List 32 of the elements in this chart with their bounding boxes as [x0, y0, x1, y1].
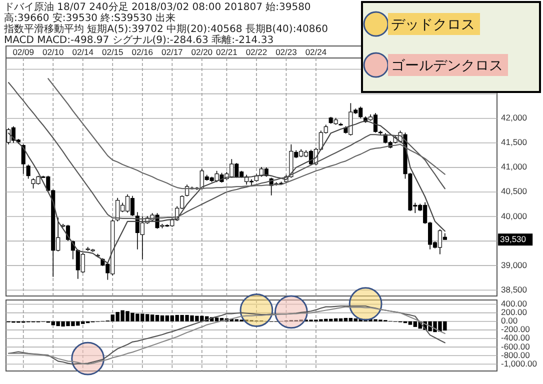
y-tick-label: -200.00 — [501, 324, 530, 334]
x-tick-label: 02/14 — [72, 47, 94, 57]
x-tick-label: 02/17 — [162, 47, 184, 57]
y-tick-label: 400.00 — [501, 298, 528, 309]
x-tick-label: 02/21 — [216, 47, 238, 57]
chart-title: ドバイ原油 18/07 240分足 2018/03/02 08:00 201807 始:39580 高:39660 安:39530 終:S39530 出来 — [4, 1, 311, 24]
x-tick-label: 02/24 — [305, 47, 327, 57]
y-tick-label: 40,000 — [501, 210, 528, 221]
y-tick-label: -600.00 — [501, 341, 530, 352]
chart-subtitle: 指数平滑移動平均 短期A(5):39702 中期(20):40568 長期B(40):40860 — [3, 23, 328, 35]
legend-label: デッドクロス — [391, 16, 475, 33]
y-tick-label: 41,000 — [501, 162, 528, 172]
y-tick-label: 42,000 — [501, 112, 528, 123]
x-tick-label: 02/15 — [102, 47, 124, 57]
y-tick-label: 40,500 — [501, 186, 528, 196]
y-tick-label: -1,000.00 — [501, 358, 538, 368]
y-tick-label: 0.00 — [501, 316, 518, 326]
y-tick-label: -400.00 — [501, 332, 530, 343]
x-tick-label: 02/23 — [276, 47, 298, 57]
y-tick-label: -800.00 — [501, 350, 530, 360]
x-tick-label: 02/09 — [12, 47, 34, 57]
x-tick-label: 02/16 — [132, 47, 154, 57]
y-tick-label: 39,000 — [501, 260, 528, 270]
y-tick-label: 41,500 — [501, 137, 528, 148]
x-tick-label: 02/22 — [246, 47, 268, 57]
x-tick-label: 02/10 — [42, 47, 64, 57]
legend-label: ゴールデンクロス — [391, 58, 503, 74]
text: 39,530 — [500, 234, 526, 244]
y-tick-label: 200.00 — [501, 307, 528, 318]
y-tick-label: 38,500 — [501, 284, 528, 294]
x-tick-label: 02/20 — [191, 47, 213, 57]
text: MACD MACD:-498.97 シグナル(9):-284.63 乖離:-214.33 — [4, 34, 274, 46]
